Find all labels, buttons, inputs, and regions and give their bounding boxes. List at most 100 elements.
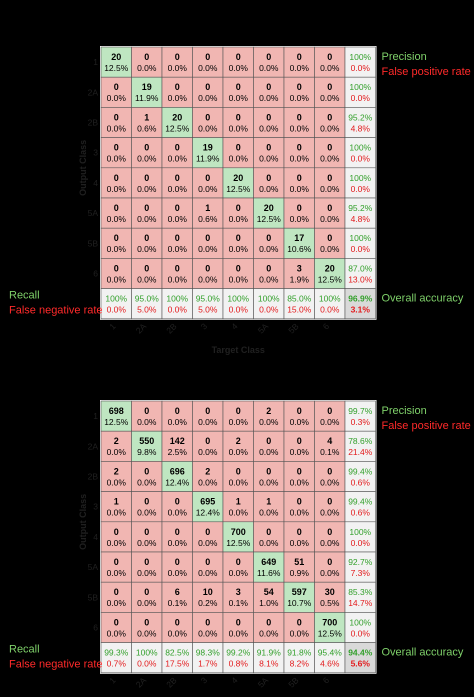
cell-count: 51 xyxy=(294,557,304,567)
cell-percent: 0.0% xyxy=(168,568,188,578)
column-tick-label: 1 xyxy=(107,675,118,686)
offdiagonal-cell xyxy=(131,581,163,613)
cell-count: 2 xyxy=(114,466,119,476)
offdiagonal-cell xyxy=(131,521,163,553)
diagonal-cell xyxy=(314,258,346,289)
recall-value: 95.4% xyxy=(318,648,343,658)
offdiagonal-cell xyxy=(314,581,346,613)
cell-count: 0 xyxy=(236,263,241,273)
cell-count: 0 xyxy=(327,557,332,567)
cell-count: 4 xyxy=(327,436,332,446)
cell-count: 0 xyxy=(266,466,271,476)
cell-percent: 0.0% xyxy=(107,154,127,164)
false-positive-value: 0.0% xyxy=(351,244,371,254)
cell-count: 0 xyxy=(114,203,119,213)
cell-count: 0 xyxy=(297,52,302,62)
cell-count: 0 xyxy=(114,233,119,243)
cell-count: 0 xyxy=(205,436,210,446)
offdiagonal-cell xyxy=(314,491,346,523)
recall-cell xyxy=(253,642,285,674)
cell-percent: 0.0% xyxy=(168,214,188,224)
precision-value: 99.4% xyxy=(348,466,373,476)
offdiagonal-cell xyxy=(161,227,193,259)
offdiagonal-cell xyxy=(161,258,193,289)
cell-count: 0 xyxy=(297,617,302,627)
recall-value: 100% xyxy=(258,294,280,304)
row-tick-label: 1 xyxy=(93,411,98,421)
cell-count: 0 xyxy=(236,557,241,567)
cell-percent: 0.0% xyxy=(320,568,340,578)
row-tick-label: 2A xyxy=(88,87,99,97)
false-positive-value: 0.0% xyxy=(351,184,371,194)
cell-percent: 0.0% xyxy=(290,508,310,518)
cell-percent: 0.0% xyxy=(259,184,279,194)
cell-percent: 0.0% xyxy=(198,93,218,103)
offdiagonal-cell xyxy=(314,197,346,229)
cell-percent: 0.6% xyxy=(137,123,157,133)
precision-cell xyxy=(344,400,376,432)
cell-percent: 0.0% xyxy=(168,184,188,194)
false-positive-value: 0.6% xyxy=(351,508,371,518)
cell-count: 1 xyxy=(144,112,149,122)
cell-count: 0 xyxy=(236,203,241,213)
cell-count: 0 xyxy=(236,52,241,62)
diagonal-cell xyxy=(131,76,163,108)
offdiagonal-cell xyxy=(314,76,346,108)
precision-value: 100% xyxy=(349,233,371,243)
recall-value: 95.0% xyxy=(135,294,160,304)
cell-count: 6 xyxy=(175,587,180,597)
cell-percent: 12.5% xyxy=(318,628,343,638)
cell-percent: 0.1% xyxy=(168,598,188,608)
overall-cell xyxy=(344,288,376,320)
cell-count: 20 xyxy=(264,203,274,213)
cell-count: 0 xyxy=(236,406,241,416)
cell-percent: 0.0% xyxy=(290,538,310,548)
overall-accuracy-value: 96.9% xyxy=(348,294,373,304)
offdiagonal-cell xyxy=(253,521,285,553)
overall-error-value: 5.6% xyxy=(351,659,371,669)
column-tick-label: 2A xyxy=(134,321,149,336)
offdiagonal-cell xyxy=(222,551,254,583)
precision-value: 100% xyxy=(349,617,371,627)
cell-count: 0 xyxy=(144,203,149,213)
offdiagonal-cell xyxy=(161,167,193,199)
cell-percent: 0.0% xyxy=(168,628,188,638)
cell-count: 0 xyxy=(297,466,302,476)
precision-cell xyxy=(344,612,376,643)
cell-count: 1 xyxy=(266,497,271,507)
overall-accuracy-legend: Overall accuracy xyxy=(382,293,464,305)
false-positive-legend: False positive rate xyxy=(382,66,471,78)
cell-count: 0 xyxy=(236,466,241,476)
cell-count: 0 xyxy=(266,82,271,92)
cell-percent: 0.0% xyxy=(168,417,188,427)
cell-count: 0 xyxy=(266,112,271,122)
row-tick-label: 3 xyxy=(93,148,98,158)
cell-count: 0 xyxy=(297,436,302,446)
row-tick-label: 5B xyxy=(88,592,99,602)
cell-percent: 0.0% xyxy=(198,63,218,73)
offdiagonal-cell xyxy=(314,551,346,583)
false-positive-value: 4.8% xyxy=(351,123,371,133)
cell-percent: 0.0% xyxy=(320,154,340,164)
offdiagonal-cell xyxy=(222,107,254,138)
recall-cell xyxy=(314,288,346,320)
row-tick-label: 4 xyxy=(93,532,98,542)
cell-count: 0 xyxy=(175,557,180,567)
cell-percent: 0.0% xyxy=(168,538,188,548)
recall-value: 100% xyxy=(136,648,158,658)
cell-percent: 0.0% xyxy=(259,244,279,254)
cell-percent: 0.0% xyxy=(259,154,279,164)
cell-count: 0 xyxy=(175,527,180,537)
cell-percent: 0.0% xyxy=(259,447,279,457)
column-tick-label: 2B xyxy=(164,321,179,336)
precision-cell xyxy=(344,430,376,462)
recall-cell xyxy=(100,642,132,674)
false-negative-value: 17.5% xyxy=(165,659,190,669)
column-tick-label: 4 xyxy=(229,675,240,686)
cell-percent: 0.0% xyxy=(198,628,218,638)
cell-count: 0 xyxy=(297,143,302,153)
cell-percent: 0.0% xyxy=(107,244,127,254)
recall-cell xyxy=(131,642,163,674)
column-tick-label: 6 xyxy=(321,321,332,332)
cell-count: 10 xyxy=(203,587,213,597)
